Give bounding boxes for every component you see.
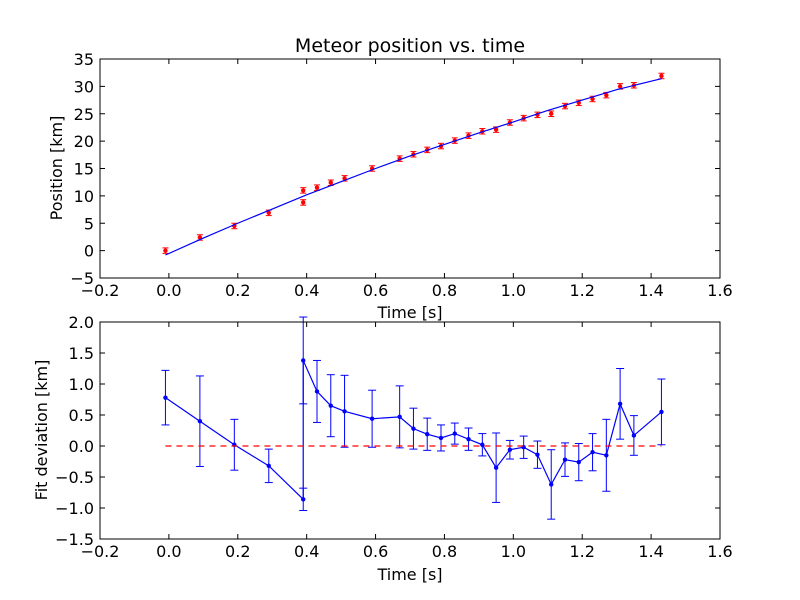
x-tick-label: 1.0 xyxy=(501,281,526,300)
plot-marks xyxy=(161,316,666,520)
y-axis-ticks: −1.5 −1.0 −0.5 0.0 0.5 1.0 1.5 2.0 xyxy=(55,313,720,549)
data-point xyxy=(301,200,306,205)
data-point xyxy=(314,389,320,394)
data-point xyxy=(397,414,402,420)
data-point xyxy=(163,248,168,253)
data-point xyxy=(617,401,623,407)
data-point xyxy=(535,452,540,457)
axes-frame xyxy=(99,58,721,279)
y-tick-label: 5 xyxy=(84,214,94,233)
data-point xyxy=(411,426,416,431)
data-point xyxy=(507,447,513,452)
chart-title: Meteor position vs. time xyxy=(295,35,525,57)
axes-frame xyxy=(99,321,721,540)
data-point xyxy=(328,403,333,408)
x-tick-label: 0.8 xyxy=(432,281,457,300)
data-point xyxy=(301,358,306,363)
y-tick-label: 1.5 xyxy=(69,344,94,363)
y-tick-label: −1.0 xyxy=(55,499,94,518)
x-tick-label: 0.8 xyxy=(432,542,457,561)
data-point xyxy=(631,433,637,438)
y-tick-label: 0 xyxy=(84,242,94,261)
data-point xyxy=(549,111,554,116)
x-axis-ticks: −0.2 0.0 0.2 0.4 0.6 0.8 1.0 1.2 1.4 1.6 xyxy=(81,322,733,561)
y-tick-label: 30 xyxy=(74,77,94,96)
y-tick-label: 10 xyxy=(74,187,94,206)
data-point xyxy=(425,432,430,437)
data-point xyxy=(604,453,609,458)
y-tick-label: 35 xyxy=(74,50,94,69)
data-point xyxy=(163,395,168,400)
data-point xyxy=(659,409,664,415)
plot-marks xyxy=(162,72,665,256)
x-tick-label: 1.4 xyxy=(638,281,663,300)
y-tick-label: 2.0 xyxy=(69,313,94,332)
x-tick-label: 1.6 xyxy=(707,281,732,300)
x-tick-label: 1.6 xyxy=(707,542,732,561)
y-tick-label: 0.0 xyxy=(69,437,94,456)
x-tick-label: 1.2 xyxy=(569,281,594,300)
x-tick-label: 0.6 xyxy=(363,281,388,300)
data-point xyxy=(493,465,499,470)
y-tick-label: 15 xyxy=(74,160,94,179)
y-axis-label: Fit deviation [km] xyxy=(32,360,51,501)
series-line xyxy=(165,78,662,256)
x-tick-label: 0.6 xyxy=(363,542,388,561)
data-point xyxy=(562,457,568,462)
data-point xyxy=(604,92,609,98)
data-point xyxy=(301,497,306,502)
x-tick-label: 0.0 xyxy=(156,281,181,300)
data-point xyxy=(266,210,271,216)
y-tick-label: −5 xyxy=(70,269,94,288)
data-point xyxy=(452,431,457,436)
y-axis-ticks: −5 0 5 10 15 20 25 30 35 xyxy=(70,50,720,288)
data-point xyxy=(369,416,375,421)
data-point xyxy=(342,409,347,414)
y-tick-label: −1.5 xyxy=(55,530,94,549)
data-point xyxy=(328,180,333,185)
x-tick-label: 0.2 xyxy=(225,542,250,561)
x-axis-label: Time [s] xyxy=(376,303,442,322)
data-point xyxy=(301,188,306,193)
x-tick-label: −0.2 xyxy=(81,281,120,300)
y-tick-label: 25 xyxy=(74,105,94,124)
data-point xyxy=(659,73,664,79)
y-tick-label: 20 xyxy=(74,132,94,151)
x-tick-label: 0.4 xyxy=(294,542,319,561)
data-point xyxy=(480,442,485,447)
y-axis-label: Position [km] xyxy=(47,116,66,221)
x-tick-label: −0.2 xyxy=(81,542,120,561)
y-tick-label: 0.5 xyxy=(69,406,94,425)
data-point xyxy=(314,185,320,190)
deviation-chart: Time [s] Fit deviation [km] −0.2 0.0 0.2 0.… xyxy=(32,313,733,584)
x-axis-ticks: −0.2 0.0 0.2 0.4 0.6 0.8 1.0 1.2 1.4 1.6 xyxy=(81,59,733,300)
data-point xyxy=(576,459,581,465)
x-axis-label: Time [s] xyxy=(376,565,442,584)
data-point xyxy=(493,127,499,132)
x-tick-label: 0.0 xyxy=(156,542,181,561)
data-point xyxy=(590,450,595,455)
data-point xyxy=(466,436,471,442)
data-point xyxy=(549,482,554,487)
data-point xyxy=(438,435,444,441)
data-point xyxy=(197,419,203,424)
x-tick-label: 1.2 xyxy=(569,542,594,561)
x-tick-label: 1.4 xyxy=(638,542,663,561)
y-tick-label: −0.5 xyxy=(55,468,94,487)
data-point xyxy=(266,463,271,469)
position-chart: Meteor position vs. time Time [s] Positi… xyxy=(47,35,733,322)
data-point xyxy=(617,84,623,89)
y-tick-label: 1.0 xyxy=(69,375,94,394)
x-tick-label: 0.4 xyxy=(294,281,319,300)
x-tick-label: 1.0 xyxy=(501,542,526,561)
x-tick-label: 0.2 xyxy=(225,281,250,300)
